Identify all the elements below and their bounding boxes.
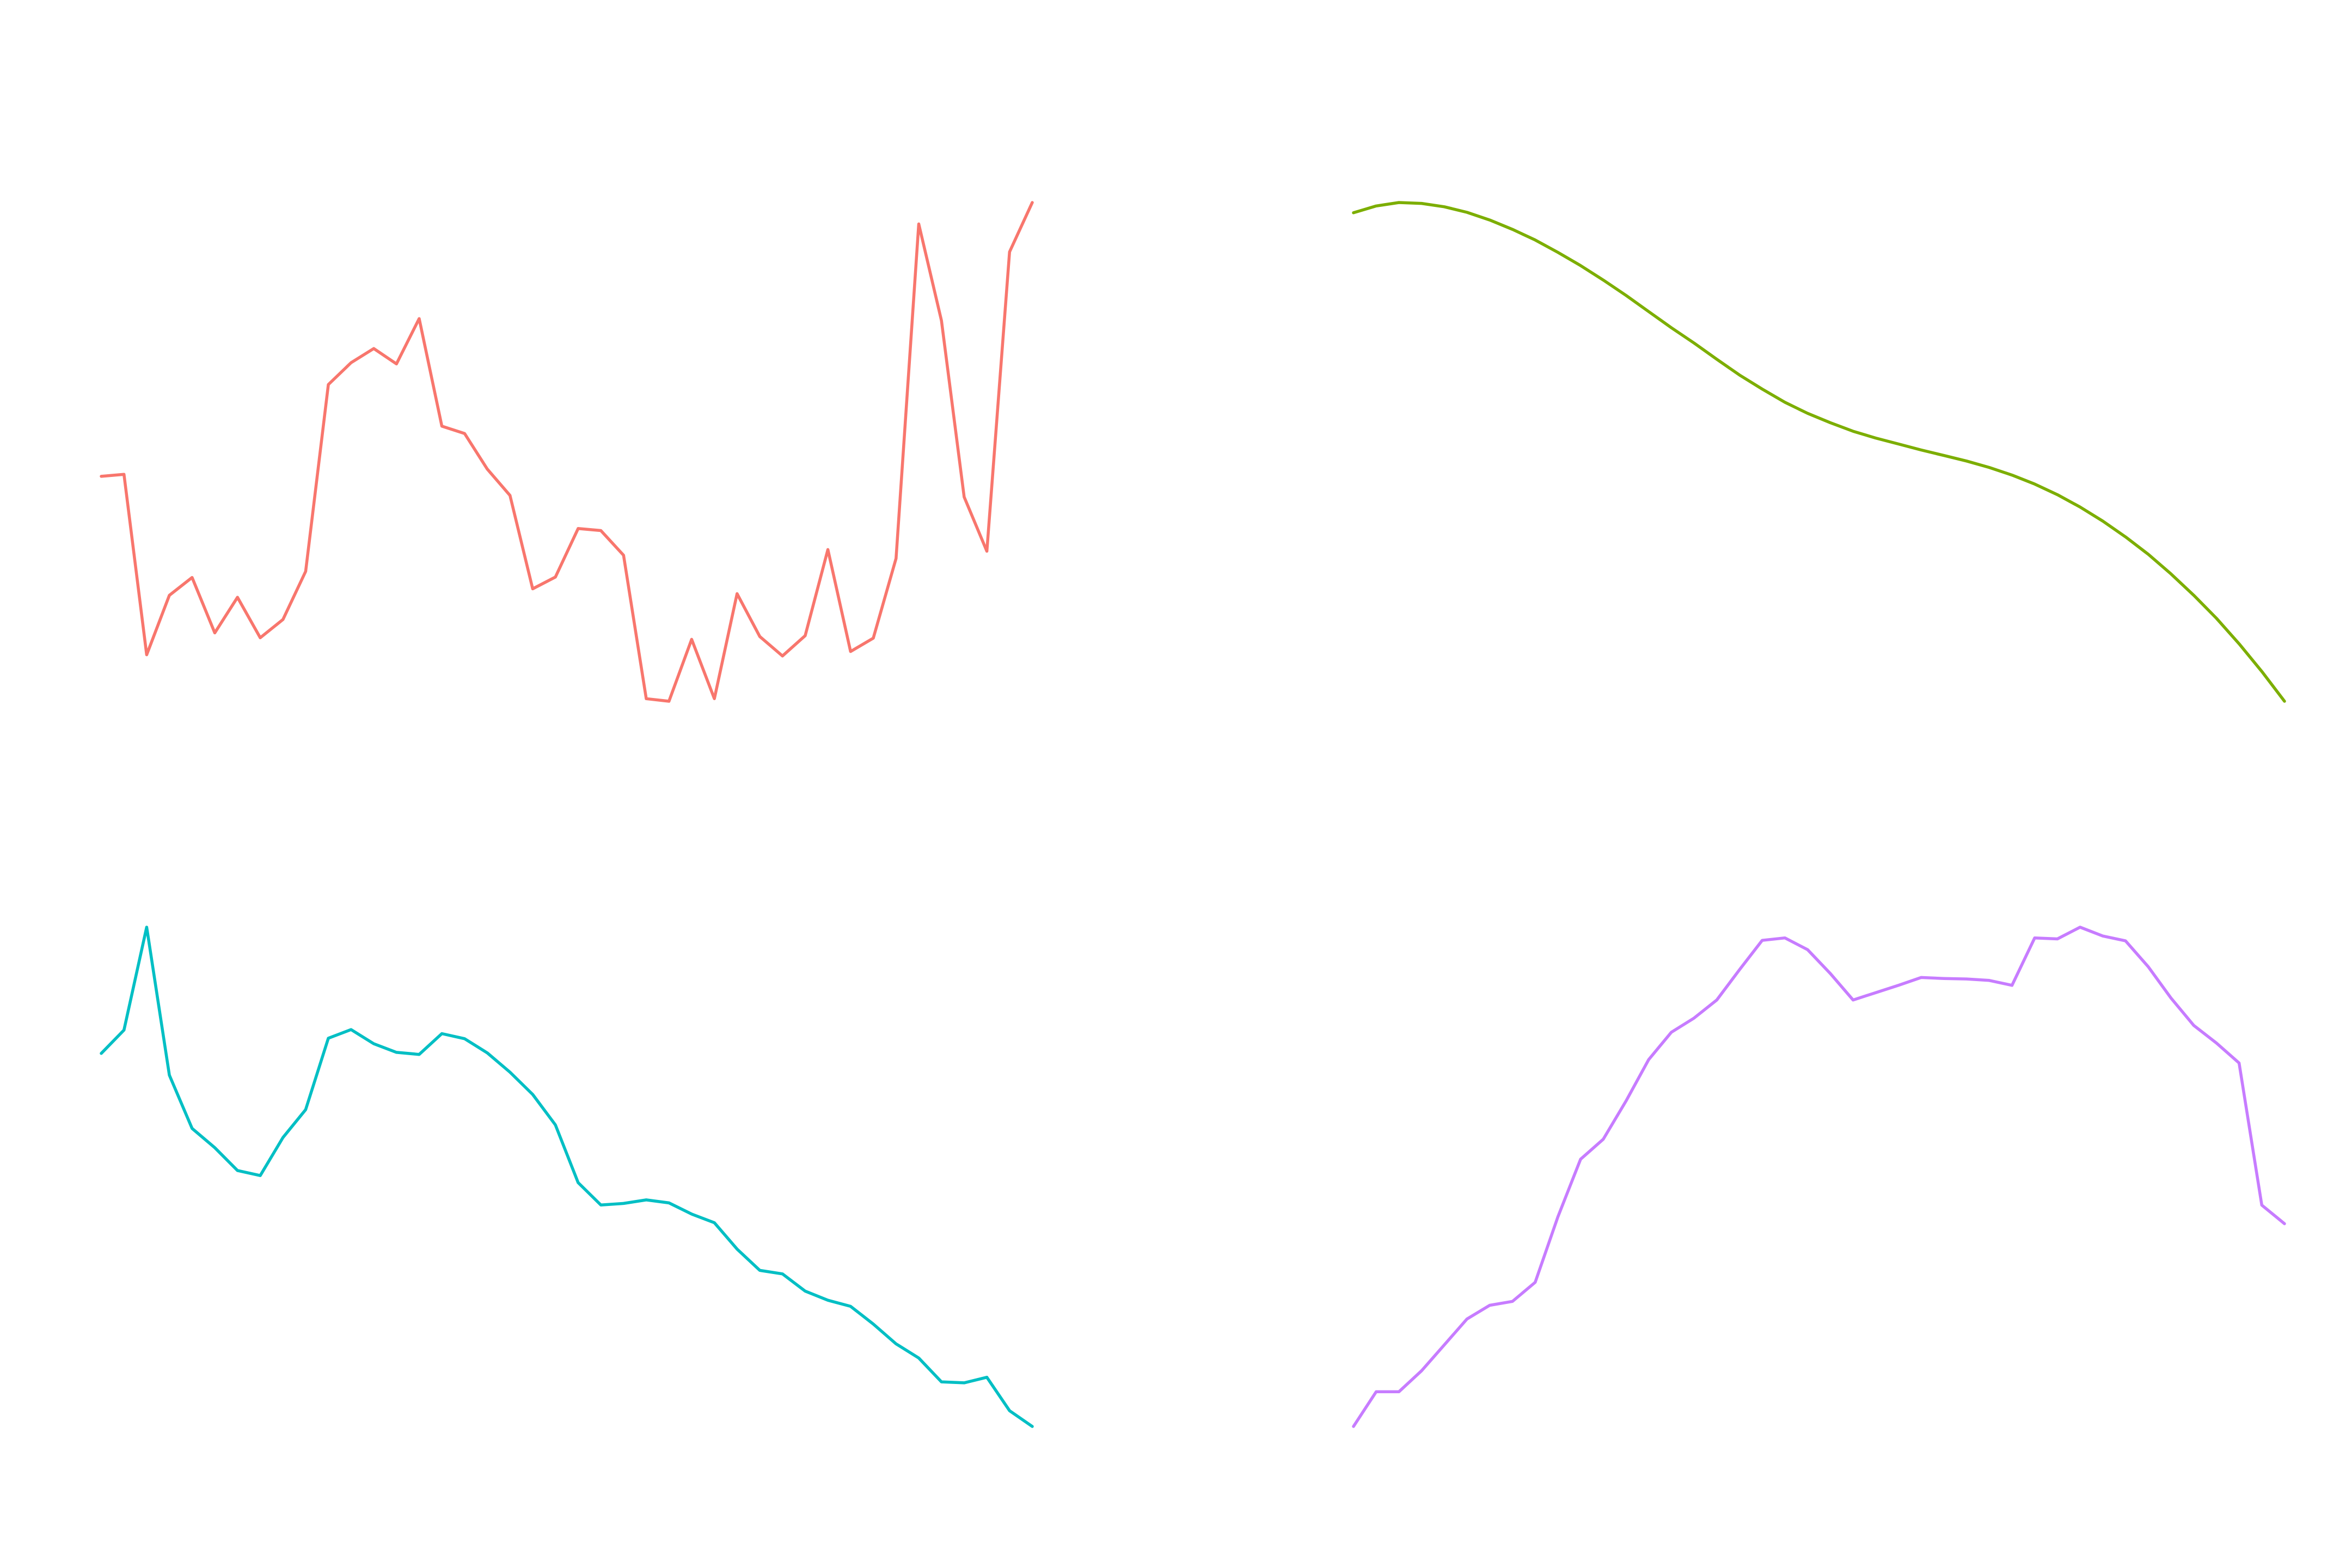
series-line [100, 926, 1034, 1428]
panel-bottom-right [1352, 926, 2286, 1428]
series-line [100, 201, 1034, 703]
panel-bottom-left [100, 926, 1034, 1428]
panel-top-left [100, 201, 1034, 703]
series-line [1352, 201, 2286, 703]
series-line [1352, 926, 2286, 1428]
panel-top-right [1352, 201, 2286, 703]
